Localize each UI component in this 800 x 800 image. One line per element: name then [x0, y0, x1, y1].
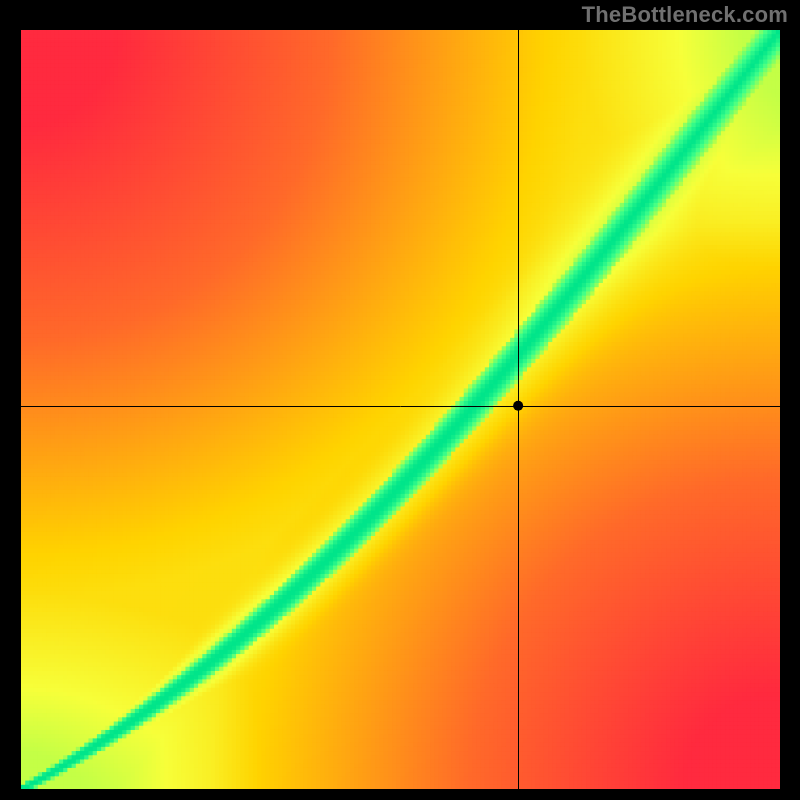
watermark-label: TheBottleneck.com — [582, 2, 788, 28]
heatmap-canvas — [21, 30, 780, 789]
heatmap-plot-area — [21, 30, 780, 789]
chart-frame: TheBottleneck.com — [0, 0, 800, 800]
